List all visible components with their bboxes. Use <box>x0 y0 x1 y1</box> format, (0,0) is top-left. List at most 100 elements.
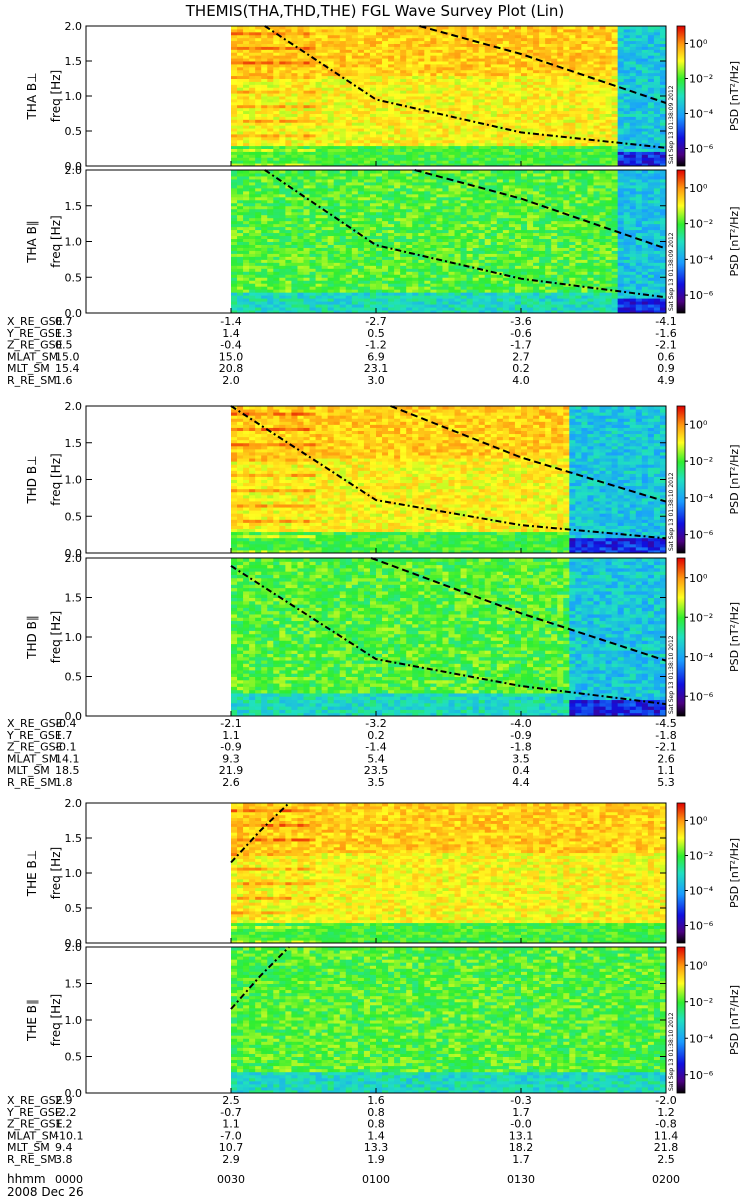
ephemeris-row-label: R_RE_SM <box>7 1153 57 1166</box>
y-tick-label: 2.0 <box>65 941 83 954</box>
colorbar-tick-label: 10⁻⁴ <box>689 253 714 266</box>
ephemeris-value: 2.9 <box>222 1153 240 1166</box>
ephemeris-value: 1.9 <box>367 1153 385 1166</box>
colorbar-tick-label: 10⁻⁴ <box>689 108 714 121</box>
x-tick-label: 0130 <box>507 1173 535 1186</box>
panel-component-label: THA B∥ <box>25 220 39 264</box>
colorbar-tick-label: 10⁰ <box>689 572 708 585</box>
colorbar-gradient <box>677 558 685 716</box>
y-tick-label: 1.5 <box>65 978 83 991</box>
y-tick-label: 1.5 <box>65 437 83 450</box>
y-axis-label: freq [Hz] <box>49 847 63 899</box>
colorbar-tick-label: 10⁻⁴ <box>689 492 714 505</box>
ephemeris-value: 4.0 <box>512 374 530 387</box>
y-tick-label: 2.0 <box>65 797 83 810</box>
ephemeris-value: 4.9 <box>657 374 675 387</box>
ephemeris-value: 2.5 <box>657 1153 675 1166</box>
panel-component-label: THD B⊥ <box>25 455 39 504</box>
panel-component-label: THE B∥ <box>25 999 39 1042</box>
y-tick-label: 1.5 <box>65 55 83 68</box>
colorbar-tick-label: 10⁰ <box>689 38 708 51</box>
colorbar-label: PSD [nT²/Hz] <box>728 444 741 514</box>
y-tick-label: 1.5 <box>65 592 83 605</box>
y-tick-label: 1.0 <box>65 236 83 249</box>
colorbar-tick-label: 10⁻⁴ <box>689 885 714 898</box>
y-tick-label: 0.5 <box>65 125 83 138</box>
colorbar-tick-label: 10⁻² <box>689 73 713 86</box>
y-tick-label: 0.5 <box>65 1051 83 1064</box>
ephemeris-value: 1.6 <box>55 374 73 387</box>
colorbar-tick-label: 10⁻⁴ <box>689 1032 714 1045</box>
colorbar-gradient <box>677 947 685 1093</box>
ephemeris-value: 3.0 <box>367 374 385 387</box>
colorbar-tick-label: 10⁻⁶ <box>689 143 714 156</box>
y-tick-label: 0.5 <box>65 671 83 684</box>
y-tick-label: 0.5 <box>65 510 83 523</box>
y-tick-label: 1.0 <box>65 474 83 487</box>
ephemeris-row-label: R_RE_SM <box>7 374 57 387</box>
colorbar-label: PSD [nT²/Hz] <box>728 61 741 131</box>
spectrogram-heatmap <box>231 558 667 717</box>
ephemeris-value: 2.0 <box>222 374 240 387</box>
x-tick-label: 0030 <box>217 1173 245 1186</box>
timestamp-stamp: Sat Sep 13 01:38:10 2012 <box>668 635 675 714</box>
y-axis-label: freq [Hz] <box>49 215 63 267</box>
colorbar-tick-label: 10⁻⁶ <box>689 529 714 542</box>
y-tick-label: 1.0 <box>65 1014 83 1027</box>
y-tick-label: 2.0 <box>65 552 83 565</box>
x-tick-label: 0200 <box>652 1173 680 1186</box>
colorbar-tick-label: 10⁻⁶ <box>689 690 714 703</box>
y-tick-label: 2.0 <box>65 400 83 413</box>
colorbar-tick-label: 10⁻² <box>689 996 713 1009</box>
y-tick-label: 2.0 <box>65 164 83 177</box>
colorbar-tick-label: 10⁰ <box>689 959 708 972</box>
colorbar-gradient <box>677 26 685 166</box>
colorbar-label: PSD [nT²/Hz] <box>728 985 741 1055</box>
y-axis-label: freq [Hz] <box>49 453 63 505</box>
ephemeris-value: 1.7 <box>512 1153 530 1166</box>
spectrogram-heatmap <box>231 803 667 944</box>
spectrogram-heatmap <box>231 947 667 1094</box>
colorbar-label: PSD [nT²/Hz] <box>728 206 741 276</box>
ephemeris-value: 1.8 <box>55 776 73 789</box>
colorbar-tick-label: 10⁻⁶ <box>689 920 714 933</box>
y-tick-label: 1.5 <box>65 832 83 845</box>
timestamp-stamp: Sat Sep 13 01:38:10 2012 <box>668 1012 675 1091</box>
y-axis-label: freq [Hz] <box>49 994 63 1046</box>
colorbar-tick-label: 10⁰ <box>689 418 708 431</box>
colorbar-tick-label: 10⁻² <box>689 218 713 231</box>
date-label: 2008 Dec 26 <box>7 1185 84 1199</box>
colorbar: 10⁰ 10⁻² 10⁻⁴ 10⁻⁶ PSD [nT²/Hz] <box>677 170 741 313</box>
y-tick-label: 0.5 <box>65 271 83 284</box>
colorbar-gradient <box>677 406 685 553</box>
y-tick-label: 1.0 <box>65 90 83 103</box>
y-axis-label: freq [Hz] <box>49 611 63 663</box>
panel-component-label: THE B⊥ <box>25 850 39 897</box>
colorbar-tick-label: 10⁻² <box>689 850 713 863</box>
colorbar-tick-label: 10⁻⁶ <box>689 289 714 302</box>
ephemeris-value: 5.3 <box>657 776 675 789</box>
colorbar-gradient <box>677 170 685 313</box>
colorbar-label: PSD [nT²/Hz] <box>728 838 741 908</box>
colorbar-label: PSD [nT²/Hz] <box>728 602 741 672</box>
x-axis-label: hhmm <box>7 1172 46 1186</box>
y-tick-label: 1.0 <box>65 631 83 644</box>
colorbar-tick-label: 10⁻² <box>689 611 713 624</box>
y-tick-label: 0.5 <box>65 902 83 915</box>
colorbar-tick-label: 10⁻⁶ <box>689 1069 714 1082</box>
colorbar-gradient <box>677 803 685 943</box>
colorbar-tick-label: 10⁰ <box>689 182 708 195</box>
panel-component-label: THD B∥ <box>25 615 39 660</box>
ephemeris-value: 3.8 <box>55 1153 73 1166</box>
